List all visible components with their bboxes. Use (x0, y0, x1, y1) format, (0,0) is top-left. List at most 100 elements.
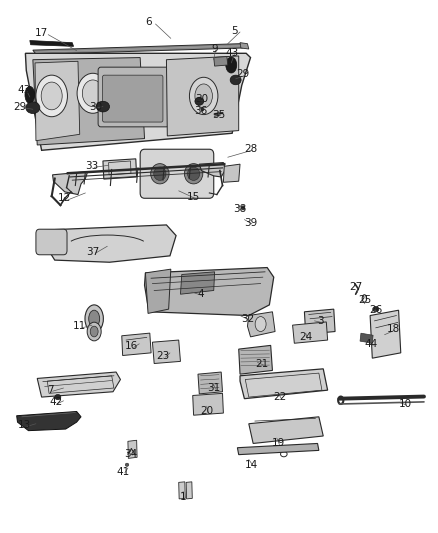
Ellipse shape (230, 75, 241, 85)
Ellipse shape (226, 57, 237, 73)
Text: 43: 43 (226, 49, 239, 58)
Text: 43: 43 (18, 85, 31, 94)
Polygon shape (293, 322, 328, 343)
Text: 29: 29 (237, 69, 250, 78)
Ellipse shape (154, 167, 166, 180)
Polygon shape (33, 44, 243, 54)
Text: 39: 39 (244, 218, 257, 228)
Ellipse shape (195, 97, 204, 106)
Ellipse shape (55, 394, 61, 400)
Polygon shape (240, 43, 249, 49)
Text: 29: 29 (13, 102, 26, 111)
Ellipse shape (151, 164, 169, 184)
Text: 27: 27 (349, 282, 362, 292)
Polygon shape (237, 443, 319, 455)
Ellipse shape (201, 108, 204, 111)
Text: 24: 24 (299, 332, 312, 342)
Polygon shape (35, 61, 80, 141)
Text: 17: 17 (35, 28, 48, 38)
Text: 14: 14 (245, 460, 258, 470)
Polygon shape (186, 482, 192, 499)
Polygon shape (198, 372, 223, 394)
Text: 10: 10 (399, 399, 412, 409)
Polygon shape (145, 269, 171, 313)
Text: 19: 19 (272, 439, 285, 448)
Polygon shape (180, 272, 215, 294)
Polygon shape (39, 225, 176, 262)
Polygon shape (247, 312, 275, 337)
Text: 23: 23 (156, 351, 170, 361)
Ellipse shape (189, 77, 218, 115)
Ellipse shape (125, 463, 129, 466)
Polygon shape (370, 310, 401, 358)
Ellipse shape (187, 167, 200, 180)
Ellipse shape (88, 310, 99, 327)
Polygon shape (33, 58, 145, 145)
Text: 42: 42 (49, 398, 63, 407)
Text: 35: 35 (212, 110, 226, 119)
Polygon shape (193, 393, 223, 415)
Ellipse shape (82, 80, 103, 107)
Text: 34: 34 (124, 449, 137, 459)
Polygon shape (103, 159, 137, 179)
Polygon shape (240, 369, 328, 399)
FancyBboxPatch shape (36, 229, 67, 255)
Polygon shape (166, 56, 239, 136)
Polygon shape (128, 440, 137, 458)
Ellipse shape (373, 306, 379, 312)
Text: 32: 32 (241, 314, 254, 324)
Ellipse shape (241, 206, 245, 210)
Polygon shape (37, 372, 120, 397)
Polygon shape (145, 268, 274, 316)
Polygon shape (239, 345, 272, 374)
Ellipse shape (90, 326, 98, 337)
Polygon shape (122, 333, 151, 356)
Text: 36: 36 (194, 106, 207, 116)
Polygon shape (152, 340, 180, 364)
Ellipse shape (184, 164, 203, 184)
Text: 28: 28 (244, 144, 257, 154)
Bar (360, 333, 373, 343)
Text: 41: 41 (117, 467, 130, 477)
Text: 26: 26 (369, 305, 382, 315)
Text: 3: 3 (317, 316, 324, 326)
Ellipse shape (77, 74, 109, 114)
Text: 22: 22 (273, 392, 286, 402)
Polygon shape (17, 411, 81, 431)
Polygon shape (223, 164, 240, 182)
Text: 6: 6 (145, 18, 152, 27)
Text: 44: 44 (365, 339, 378, 349)
Ellipse shape (36, 75, 67, 117)
Text: 4: 4 (197, 289, 204, 299)
Text: 9: 9 (211, 44, 218, 54)
Text: 20: 20 (200, 407, 213, 416)
Polygon shape (179, 482, 185, 499)
Ellipse shape (25, 86, 35, 103)
Polygon shape (214, 56, 228, 66)
Ellipse shape (96, 101, 110, 112)
Text: 30: 30 (195, 94, 208, 104)
Text: 31: 31 (207, 383, 220, 393)
Text: 15: 15 (187, 192, 200, 202)
Text: 1: 1 (180, 492, 187, 502)
Text: 12: 12 (58, 193, 71, 203)
FancyBboxPatch shape (102, 75, 163, 122)
Polygon shape (53, 172, 88, 195)
Polygon shape (249, 417, 323, 443)
FancyBboxPatch shape (98, 67, 169, 127)
Text: 38: 38 (233, 204, 247, 214)
Text: 13: 13 (18, 421, 31, 430)
Text: 30: 30 (89, 102, 102, 111)
Text: 5: 5 (231, 26, 238, 36)
Text: 11: 11 (73, 321, 86, 331)
Text: 7: 7 (47, 385, 54, 395)
Text: 33: 33 (85, 161, 99, 171)
Ellipse shape (85, 305, 103, 333)
Text: 18: 18 (387, 325, 400, 334)
Polygon shape (199, 163, 226, 177)
Ellipse shape (87, 322, 101, 341)
Text: 37: 37 (86, 247, 99, 256)
Ellipse shape (26, 102, 40, 114)
Text: 25: 25 (358, 295, 371, 304)
Polygon shape (25, 53, 251, 150)
